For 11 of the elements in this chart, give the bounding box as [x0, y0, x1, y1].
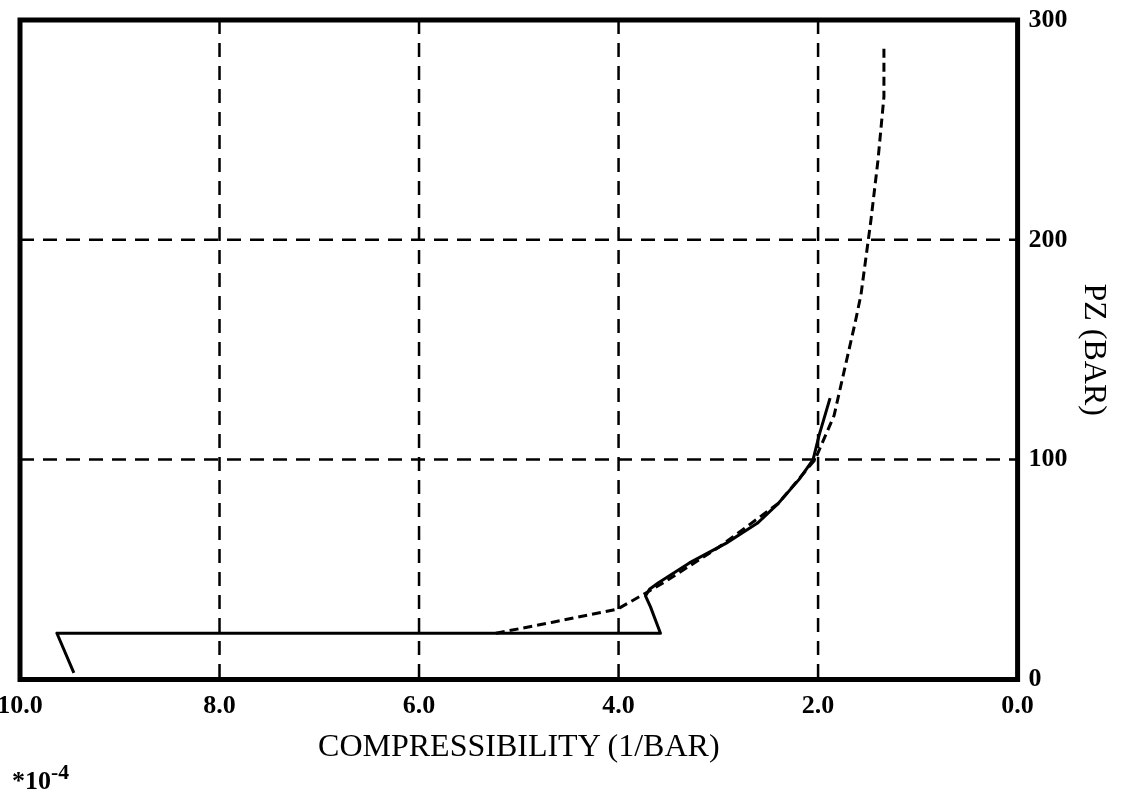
x-tick-label: 6.0: [402, 689, 436, 719]
y-tick-label: 200: [1028, 223, 1068, 253]
x-tick-label: 10.0: [0, 689, 43, 719]
x-tick-label: 4.0: [602, 689, 635, 719]
y-axis-title: PZ (BAR): [1078, 283, 1115, 416]
y-tick-label: 100: [1028, 443, 1068, 473]
x-axis-title: COMPRESSIBILITY (1/BAR): [318, 727, 720, 764]
x-tick-label: 2.0: [801, 689, 835, 719]
y-tick-label: 300: [1028, 3, 1068, 33]
text: *10$^{-4}$: [12, 760, 70, 796]
x-tick-label: 8.0: [203, 689, 236, 719]
